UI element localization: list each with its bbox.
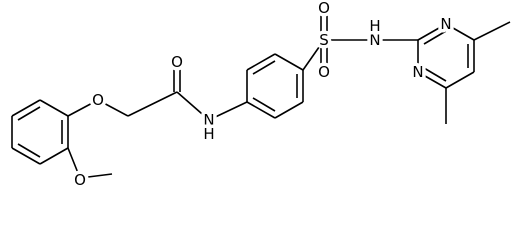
- atom-label: O: [318, 63, 330, 81]
- bonds: [11, 8, 511, 179]
- atom-label: H: [369, 17, 380, 35]
- atom-label: O: [318, 0, 330, 17]
- atom-label: S: [319, 31, 329, 49]
- atom-label: N: [203, 111, 214, 129]
- atom-label: O: [92, 91, 104, 109]
- molecule-diagram: O O N H O S O O N H N N: [11, 0, 511, 193]
- atom-label: O: [74, 171, 86, 189]
- atom-label: N: [369, 31, 380, 49]
- atom-labels: O O N H O S O O N H N N: [71, 0, 456, 193]
- atom-label: O: [171, 53, 183, 71]
- atom-label: N: [412, 63, 423, 81]
- atom-label: H: [203, 125, 214, 143]
- atom-label: N: [440, 15, 451, 33]
